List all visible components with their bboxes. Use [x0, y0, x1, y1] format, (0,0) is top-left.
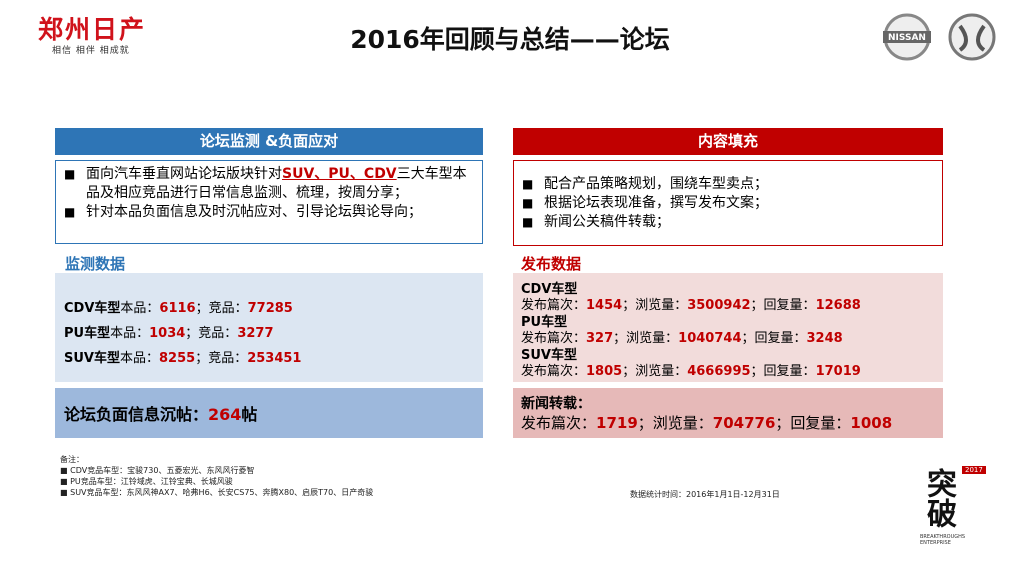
bullet: 配合产品策略规划，围绕车型卖点；	[522, 175, 934, 194]
bullet: 根据论坛表现准备，撰写发布文案；	[522, 194, 934, 213]
news-line: 发布篇次：1719；浏览量：704776；回复量：1008	[521, 412, 892, 433]
text: CDV竞品车型：宝骏730、五菱宏光、东风风行菱智	[70, 466, 255, 475]
notes-title: 备注：	[60, 455, 84, 464]
label: ；竞品：	[195, 301, 248, 316]
text: 面向汽车垂直网站论坛版块针对	[86, 166, 282, 182]
negative-panel	[55, 388, 483, 438]
label: ；浏览量：	[622, 364, 688, 379]
data-title: 监测数据	[65, 255, 126, 273]
model: PU车型	[64, 326, 111, 341]
label: ；浏览量：	[613, 331, 679, 346]
value: 3248	[806, 331, 843, 346]
row: 发布篇次：1805；浏览量：4666995；回复量：17019	[521, 360, 861, 379]
model: CDV车型	[64, 301, 121, 316]
value: 3277	[237, 326, 274, 341]
data-title: 发布数据	[521, 255, 582, 273]
slogan: 相信 相伴 相成就	[52, 46, 130, 56]
label: ；竞品：	[185, 326, 238, 341]
model: CDV车型	[521, 282, 578, 297]
label: ；回复量：	[750, 364, 816, 379]
label: ；回复量：	[741, 331, 807, 346]
left-heading: 论坛监测 &负面应对	[55, 128, 483, 155]
label: 本品：	[119, 351, 159, 366]
value: 77285	[247, 301, 293, 316]
text: 三大车型本品及相应竞品进行日常信息监测、梳理，按周分享；	[86, 166, 467, 201]
right-panel	[513, 273, 943, 382]
value: 1034	[149, 326, 186, 341]
badge-english: BREAKTHROUGHS ENTERPRISE	[920, 534, 966, 546]
label: 发布篇次：	[521, 364, 587, 379]
brand: 郑州日产	[38, 15, 147, 44]
highlight: SUV、PU、CDV	[282, 166, 397, 182]
left-panel	[55, 273, 483, 382]
value: 12688	[815, 298, 861, 313]
unit: 帖	[241, 405, 258, 424]
value: 17019	[815, 364, 861, 379]
model: SUV车型	[64, 351, 120, 366]
text: PU竞品车型：江铃域虎、江铃宝典、长城风骏	[70, 477, 233, 486]
model: PU车型	[521, 315, 568, 330]
value: 1008	[850, 414, 893, 432]
value: 3500942	[687, 298, 751, 313]
value: 1454	[586, 298, 623, 313]
value: 264	[208, 405, 242, 424]
label: ；竞品：	[195, 351, 248, 366]
note: ■ SUV竞品车型：东风风神AX7、哈弗H6、长安CS75、奔腾X80、启辰T7…	[60, 488, 374, 497]
bullet: 针对本品负面信息及时沉帖应对、引导论坛舆论导向；	[64, 203, 474, 222]
note: ■ CDV竞品车型：宝骏730、五菱宏光、东风风行菱智	[60, 466, 255, 475]
text: 针对本品负面信息及时沉帖应对、引导论坛舆论导向；	[86, 204, 422, 220]
label: 发布篇次：	[521, 331, 587, 346]
row: CDV车型本品：6116；竞品：77285	[64, 297, 293, 316]
value: 1040744	[678, 331, 742, 346]
logos: NISSAN	[883, 13, 996, 61]
right-heading: 内容填充	[513, 128, 943, 155]
value: 1805	[586, 364, 623, 379]
left-bullets: 面向汽车垂直网站论坛版块针对SUV、PU、CDV三大车型本品及相应竞品进行日常信…	[55, 160, 483, 244]
note: ■ PU竞品车型：江铃域虎、江铃宝典、长城风骏	[60, 477, 233, 486]
label: ；回复量：	[775, 414, 851, 432]
value: 704776	[712, 414, 776, 432]
value: 8255	[159, 351, 196, 366]
row: 发布篇次：327；浏览量：1040744；回复量：3248	[521, 327, 843, 346]
right-bullets: 配合产品策略规划，围绕车型卖点； 根据论坛表现准备，撰写发布文案； 新闻公关稿件…	[513, 160, 943, 246]
negative: 论坛负面信息沉帖：264帖	[64, 401, 257, 425]
badge: 2017 突破 BREAKTHROUGHS ENTERPRISE	[918, 462, 1008, 552]
row: 发布篇次：1454；浏览量：3500942；回复量：12688	[521, 294, 861, 313]
value: 253451	[247, 351, 302, 366]
bullet: 面向汽车垂直网站论坛版块针对SUV、PU、CDV三大车型本品及相应竞品进行日常信…	[64, 165, 474, 203]
value: 327	[586, 331, 614, 346]
notes: 备注： ■ CDV竞品车型：宝骏730、五菱宏光、东风风行菱智 ■ PU竞品车型…	[60, 454, 373, 498]
label: ；回复量：	[750, 298, 816, 313]
label: 本品：	[120, 301, 160, 316]
label: 发布篇次：	[521, 298, 587, 313]
label: 本品：	[110, 326, 150, 341]
label: ；浏览量：	[622, 298, 688, 313]
label: 论坛负面信息沉帖：	[64, 405, 209, 424]
model: SUV车型	[521, 348, 577, 363]
bullet: 新闻公关稿件转载；	[522, 213, 934, 232]
label: 发布篇次：	[521, 414, 597, 432]
news-title: 新闻转载：	[521, 396, 591, 412]
value: 6116	[159, 301, 196, 316]
badge-text: 突破	[921, 468, 956, 528]
row: PU车型本品：1034；竞品：3277	[64, 322, 274, 341]
row: SUV车型本品：8255；竞品：253451	[64, 347, 301, 366]
title: 2016年回顾与总结——论坛	[350, 25, 670, 54]
value: 4666995	[687, 364, 751, 379]
nissan-logo: NISSAN	[888, 33, 926, 43]
label: ；浏览量：	[637, 414, 713, 432]
text: SUV竞品车型：东风风神AX7、哈弗H6、长安CS75、奔腾X80、启辰T70、…	[70, 488, 374, 497]
badge-year: 2017	[962, 466, 986, 474]
period: 数据统计时间：2016年1月1日-12月31日	[630, 490, 780, 499]
value: 1719	[596, 414, 638, 432]
news-panel	[513, 388, 943, 438]
